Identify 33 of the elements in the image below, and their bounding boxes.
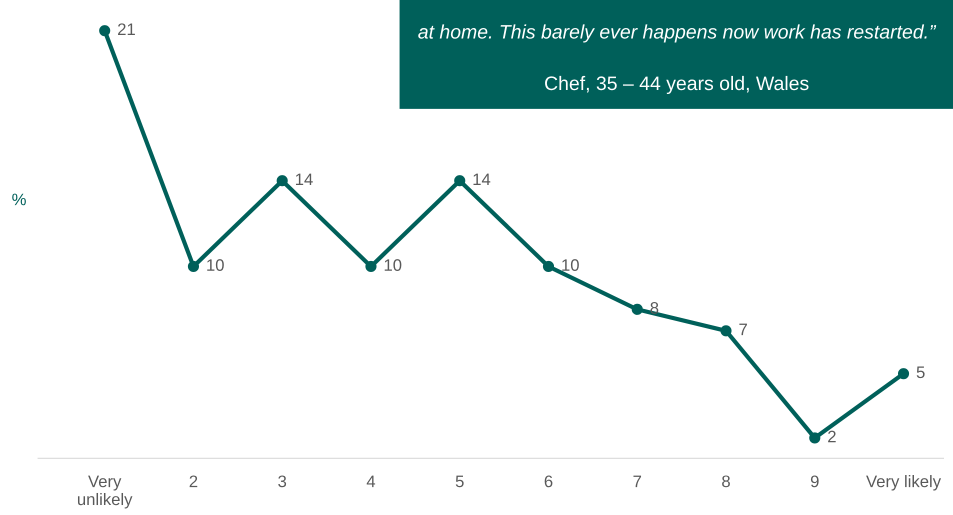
point bbox=[542, 260, 554, 272]
y-axis-title: % bbox=[12, 194, 26, 206]
point bbox=[632, 304, 643, 315]
point bbox=[99, 25, 110, 36]
x-tick-label: 6 bbox=[544, 475, 552, 488]
data-label: 5 bbox=[916, 366, 925, 378]
data-label: 8 bbox=[650, 302, 658, 314]
data-label: 10 bbox=[562, 259, 579, 271]
point bbox=[454, 175, 466, 186]
point bbox=[365, 260, 377, 272]
x-tick-label: 5 bbox=[456, 476, 464, 488]
point bbox=[898, 368, 910, 380]
point bbox=[720, 325, 732, 336]
x-tick-label: Very likely bbox=[866, 475, 942, 491]
data-label: 10 bbox=[207, 259, 224, 271]
point bbox=[188, 260, 200, 272]
x-tick-label: 7 bbox=[633, 476, 642, 488]
point bbox=[809, 432, 820, 444]
x-tick-label: 3 bbox=[278, 475, 286, 488]
x-tick-label: Very unlikely bbox=[78, 476, 132, 509]
data-label: 10 bbox=[384, 259, 402, 271]
x-tick-label: 8 bbox=[722, 475, 730, 488]
annotation: Chef, 35 – 44 years old, Wales bbox=[545, 76, 809, 94]
point bbox=[276, 175, 288, 186]
x-tick-label: 2 bbox=[190, 475, 198, 488]
data-label: 7 bbox=[739, 324, 747, 336]
annotation: at home. This barely ever happens now work has restarted.” bbox=[418, 24, 936, 43]
data-label: 14 bbox=[296, 174, 313, 186]
data-label: 14 bbox=[474, 174, 490, 186]
data-label: 2 bbox=[828, 430, 836, 442]
data-label: 21 bbox=[118, 23, 135, 35]
x-tick-label: 9 bbox=[810, 475, 819, 488]
x-tick-label: 4 bbox=[366, 476, 376, 488]
